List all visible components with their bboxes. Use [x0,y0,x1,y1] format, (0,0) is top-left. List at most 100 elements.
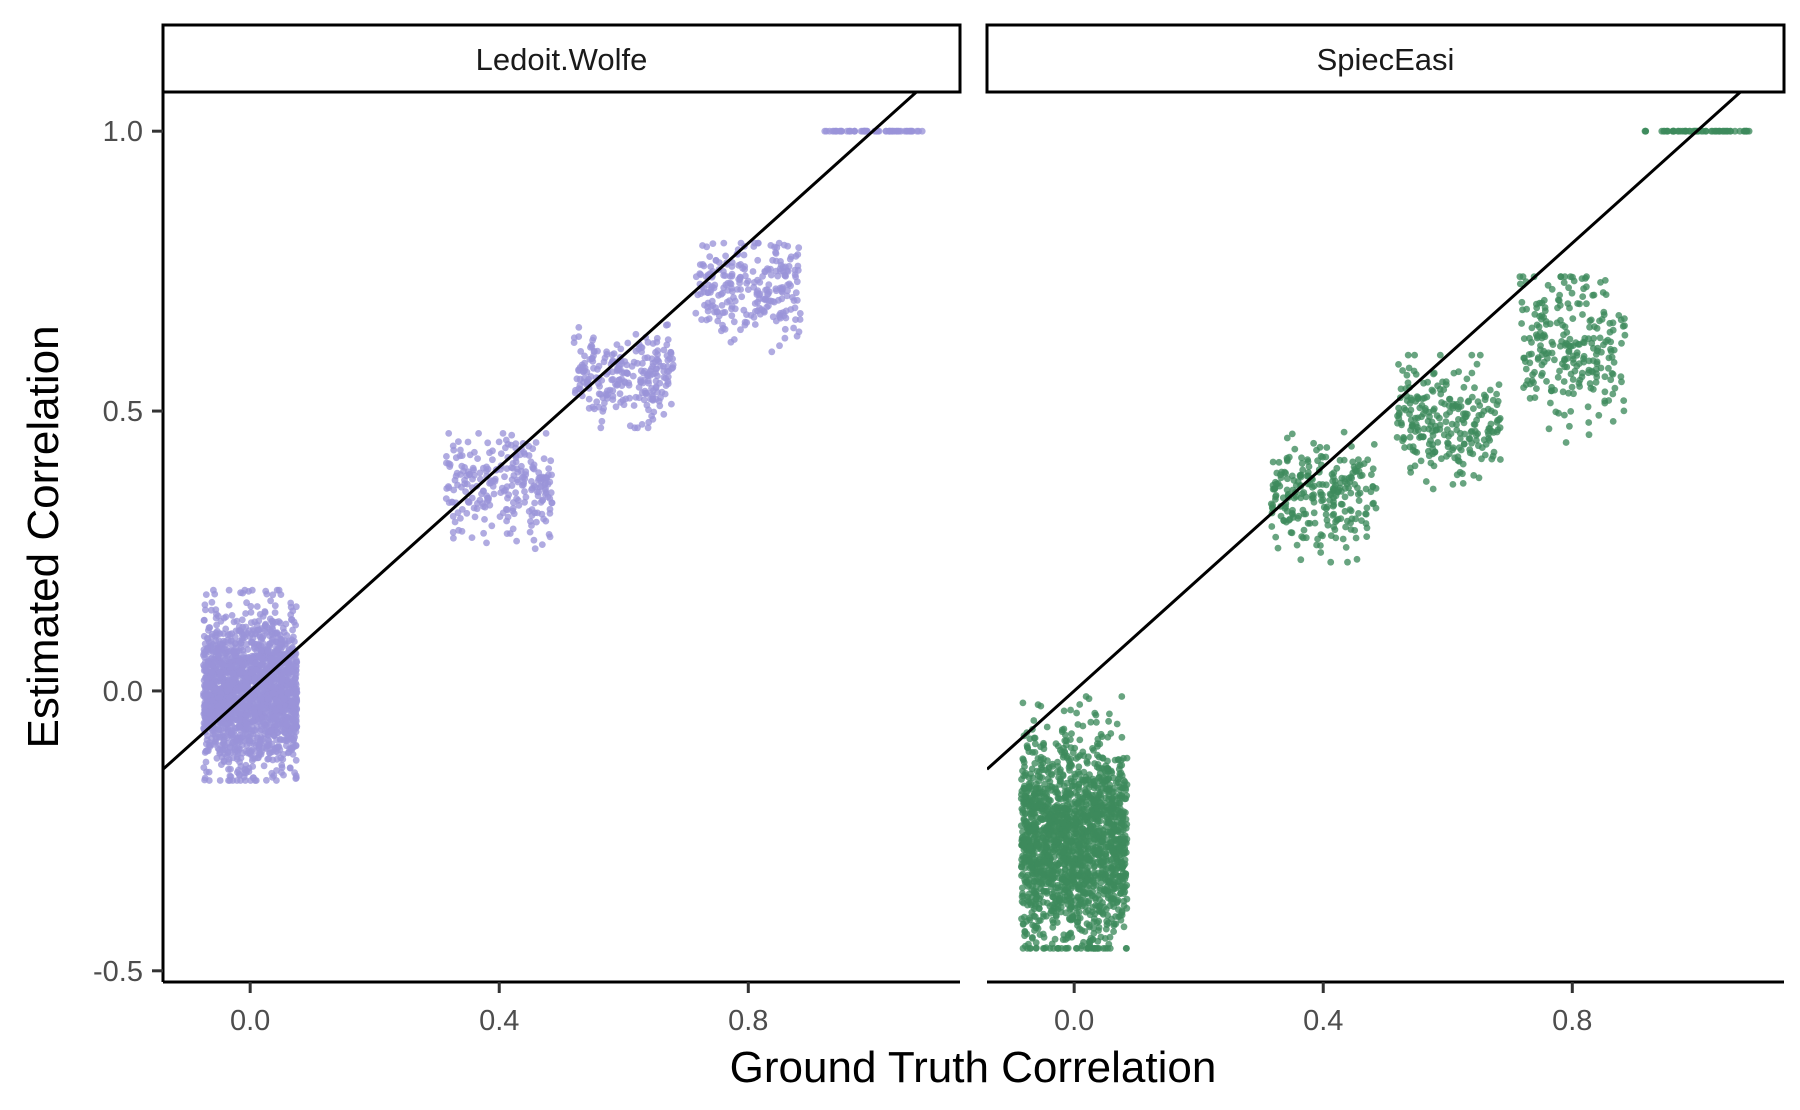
data-point [1105,717,1112,725]
data-point [596,383,603,390]
data-point [1074,721,1082,728]
data-point [1089,745,1096,752]
data-point [446,463,454,470]
data-point [1030,717,1038,724]
data-point [1272,492,1280,499]
data-point [247,669,255,677]
data-point [1489,452,1497,460]
data-point [495,438,503,446]
data-point [709,240,717,248]
data-point [1497,456,1504,463]
data-point [703,243,711,251]
data-point [1090,835,1098,843]
data-point [292,656,300,664]
data-point [1040,888,1048,895]
data-point [217,646,225,654]
data-point [1310,482,1318,490]
data-point [1455,368,1462,376]
data-point [634,424,641,432]
data-point [204,747,212,755]
data-point [1121,888,1129,896]
data-point [243,721,251,728]
data-point [208,697,216,704]
data-point [1491,409,1499,417]
data-point [781,334,789,342]
data-point [223,734,231,741]
data-point [1442,418,1450,426]
data-point [1028,934,1036,942]
data-point [1341,493,1349,501]
x-tick-label: 0.8 [728,1005,768,1037]
data-point [1060,725,1068,733]
data-point [1561,411,1568,419]
data-point [652,349,659,356]
data-point [245,588,253,595]
data-point [1317,549,1325,556]
data-point [1090,918,1098,926]
data-point [740,251,748,259]
data-point [202,651,209,658]
data-point [1470,421,1478,428]
data-point [604,391,612,398]
data-point [211,658,219,666]
data-point [1106,710,1113,718]
data-point [1027,826,1034,834]
data-point [707,303,715,310]
data-point [608,376,616,384]
data-point [749,268,757,275]
data-point [1027,813,1035,821]
data-point [1094,827,1102,835]
data-point [279,676,286,683]
data-point [1107,881,1115,888]
data-point [1364,456,1372,464]
data-point [255,626,263,634]
data-point [527,518,534,525]
data-point [1049,871,1056,879]
data-point [1413,393,1421,401]
data-point [1436,351,1444,359]
data-point [280,695,288,703]
data-point [1061,865,1069,873]
data-point [464,438,472,446]
data-point [1028,909,1036,916]
data-point [1311,519,1319,527]
data-point [200,617,208,624]
data-point [1473,360,1481,368]
data-point [1493,390,1500,398]
strip-label: SpiecEasi [1317,42,1455,77]
panel-ledoit-wolfe: Ledoit.Wolfe 0.0 0.4 0.8 -0.50.00.51.0 [93,23,962,1037]
data-point [1454,405,1462,413]
data-point [772,250,780,257]
data-point [261,680,269,688]
data-point [1448,420,1456,428]
data-point [1436,385,1444,393]
data-point [248,757,256,764]
data-point [1342,544,1350,551]
data-point [1399,367,1406,374]
data-point [1037,790,1044,797]
data-point [1399,437,1406,445]
data-point [458,452,466,459]
data-point [226,777,234,784]
data-point [1116,770,1124,778]
data-point [1372,504,1380,512]
data-point [1095,764,1103,772]
data-point [1123,895,1131,903]
data-point [1074,811,1081,818]
data-point [520,481,527,489]
data-point [1052,866,1059,874]
data-point [781,325,789,333]
data-point [1487,420,1495,428]
data-point [790,297,798,304]
data-point [1422,478,1430,485]
data-point [769,298,777,305]
data-point [1494,397,1502,405]
data-point [737,239,745,247]
data-point [1101,887,1109,895]
data-point [271,602,279,610]
data-point [1446,395,1453,403]
data-point [1064,901,1072,908]
data-point [546,533,554,541]
data-point [1102,771,1110,778]
data-point [498,484,506,492]
